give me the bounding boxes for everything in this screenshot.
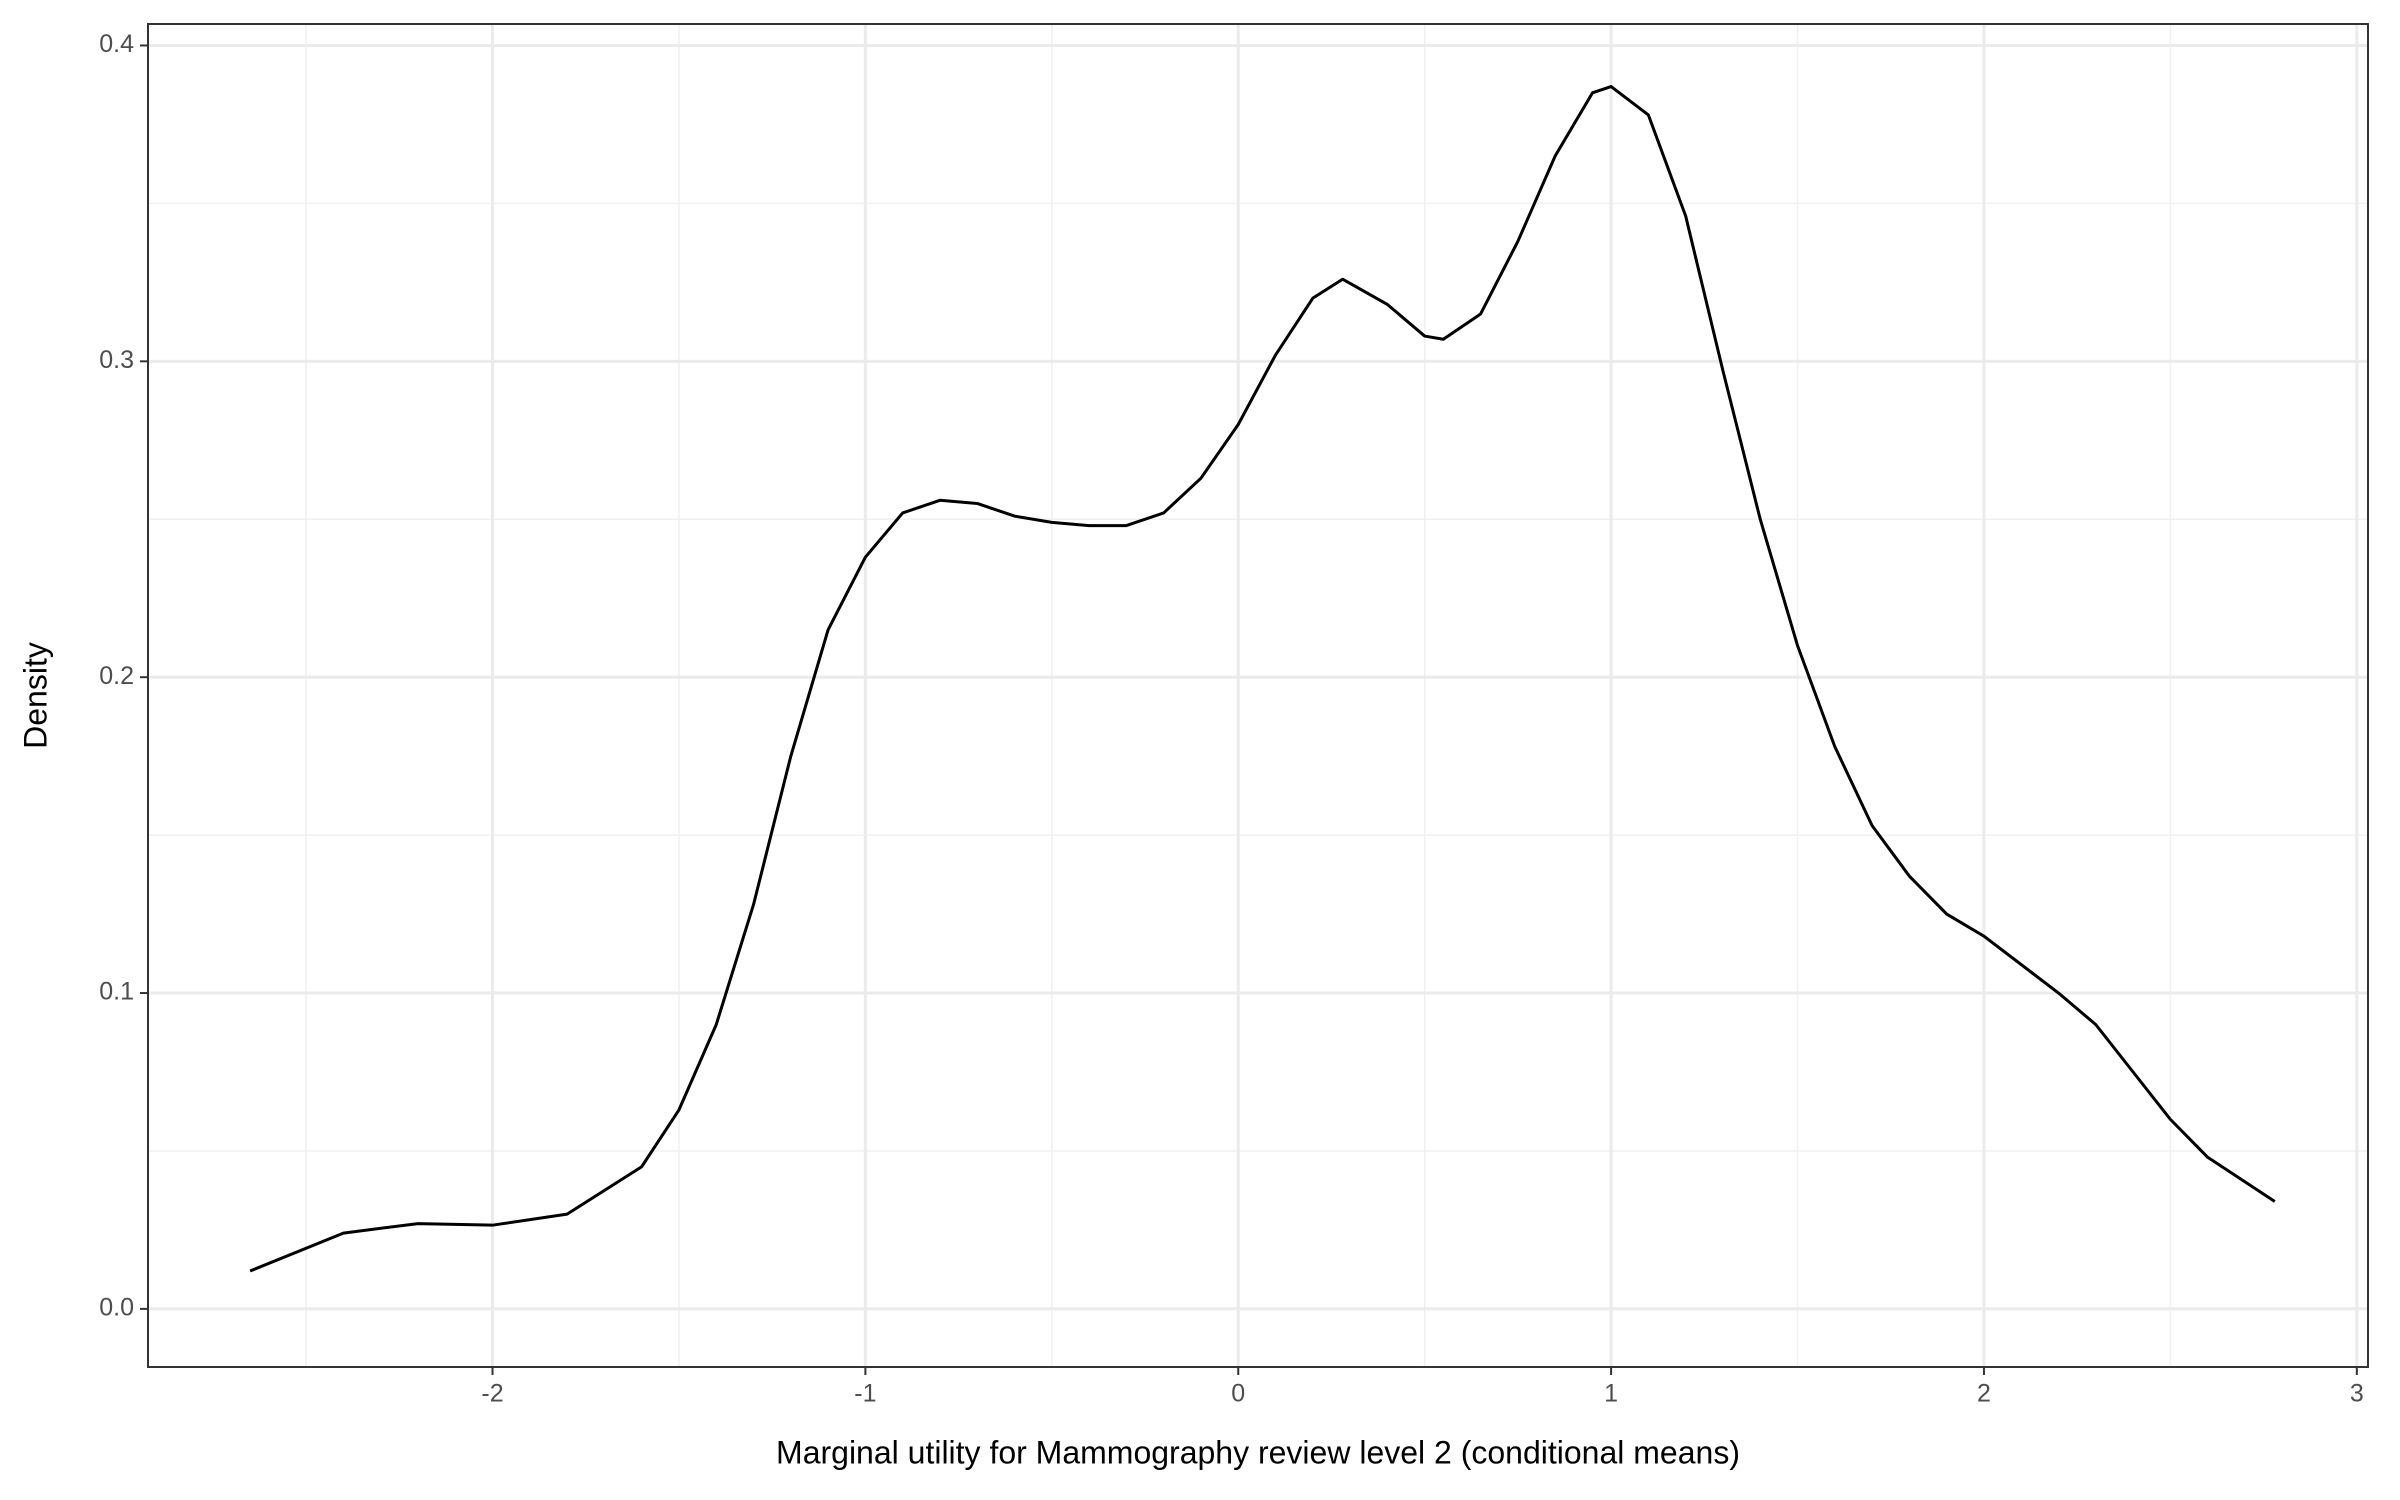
y-tick-label: 0.2	[99, 662, 134, 690]
y-axis-title: Density	[17, 642, 53, 749]
grid	[148, 24, 2368, 1367]
y-tick-label: 0.0	[99, 1293, 134, 1321]
plot-area	[249, 85, 2276, 1273]
x-tick-label: 0	[1231, 1380, 1245, 1408]
axes: -2 -1 0 1 2 3 0.0 0.1 0.2 0.3 0.4	[99, 30, 2364, 1408]
density-line	[249, 85, 2276, 1273]
x-tick-label: -2	[481, 1380, 503, 1408]
x-tick-label: 2	[1977, 1380, 1991, 1408]
y-tick-label: 0.1	[99, 978, 134, 1006]
panel-border	[147, 23, 2369, 1368]
y-tick-label: 0.4	[99, 30, 134, 58]
x-tick-label: 3	[2350, 1380, 2364, 1408]
x-axis-title: Marginal utility for Mammography review …	[776, 1434, 1740, 1470]
x-tick-label: 1	[1604, 1380, 1618, 1408]
y-tick-label: 0.3	[99, 346, 134, 374]
x-tick-label: -1	[854, 1380, 876, 1408]
